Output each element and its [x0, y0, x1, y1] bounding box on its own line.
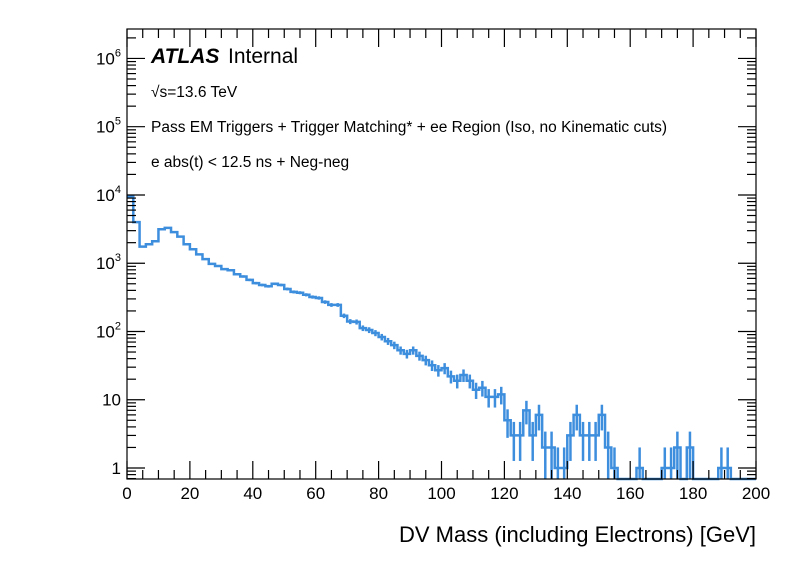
- internal-label: Internal: [228, 45, 298, 68]
- y-tick-exponent: 6: [115, 47, 121, 59]
- atlas-label: ATLAS: [150, 45, 219, 68]
- cut-label: e abs(t) < 12.5 ns + Neg-neg: [151, 154, 349, 171]
- x-tick-label: 160: [616, 484, 644, 503]
- y-tick-base: 10: [96, 186, 115, 205]
- y-tick-exponent: 2: [115, 320, 121, 332]
- y-tick-label: 103: [96, 252, 121, 273]
- x-tick-label: 180: [679, 484, 707, 503]
- x-axis-title: DV Mass (including Electrons) [GeV]: [399, 522, 756, 547]
- selection-label: Pass EM Triggers + Trigger Matching* + e…: [151, 119, 667, 136]
- histogram-line: [127, 195, 756, 481]
- y-tick-label: 106: [96, 47, 121, 68]
- x-tick-label: 80: [369, 484, 388, 503]
- axes: [126, 28, 757, 480]
- x-tick-label: 140: [553, 484, 581, 503]
- y-tick-exponent: 3: [115, 252, 121, 264]
- y-tick-exponent: 5: [115, 116, 121, 128]
- x-tick-label: 60: [306, 484, 325, 503]
- y-tick-label: 1: [112, 459, 121, 478]
- y-tick-base: 10: [96, 49, 115, 68]
- y-tick-label: 105: [96, 116, 121, 137]
- x-tick-label: 40: [243, 484, 262, 503]
- y-tick-label: 102: [96, 320, 121, 341]
- x-tick-label: 100: [427, 484, 455, 503]
- energy-label: √s=13.6 TeV: [151, 84, 238, 101]
- histogram-marks: [127, 195, 756, 481]
- y-tick-exponent: 4: [115, 184, 121, 196]
- y-tick-base: 10: [96, 322, 115, 341]
- x-tick-label: 200: [742, 484, 770, 503]
- x-tick-label: 0: [122, 484, 131, 503]
- y-tick-label: 10: [102, 391, 121, 410]
- x-tick-label: 20: [180, 484, 199, 503]
- y-tick-base: 10: [96, 254, 115, 273]
- y-tick-label: 104: [96, 184, 121, 205]
- tick-labels: 0 20 40 60 80 100 120 140 160 180 2001101021031041…: [96, 47, 770, 503]
- x-tick-label: 120: [490, 484, 518, 503]
- y-tick-base: 10: [96, 118, 115, 137]
